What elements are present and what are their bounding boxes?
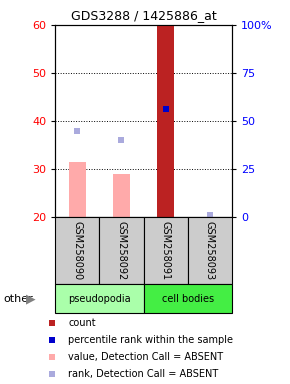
Text: ▶: ▶ [26,292,35,305]
Bar [55,217,99,284]
Bar [55,284,144,313]
Text: count: count [68,318,96,328]
Bar [144,284,232,313]
Title: GDS3288 / 1425886_at: GDS3288 / 1425886_at [71,9,216,22]
Text: GSM258091: GSM258091 [161,221,171,280]
Text: value, Detection Call = ABSENT: value, Detection Call = ABSENT [68,352,223,362]
Bar [113,174,130,217]
Text: cell bodies: cell bodies [162,293,214,304]
Text: GSM258092: GSM258092 [117,221,126,280]
Bar [99,217,144,284]
Bar [69,162,86,217]
Bar [157,25,174,217]
Text: percentile rank within the sample: percentile rank within the sample [68,335,233,345]
Text: rank, Detection Call = ABSENT: rank, Detection Call = ABSENT [68,369,218,379]
Text: other: other [3,293,33,304]
Bar [188,217,232,284]
Text: GSM258093: GSM258093 [205,221,215,280]
Text: pseudopodia: pseudopodia [68,293,130,304]
Text: GSM258090: GSM258090 [72,221,82,280]
Bar [144,217,188,284]
